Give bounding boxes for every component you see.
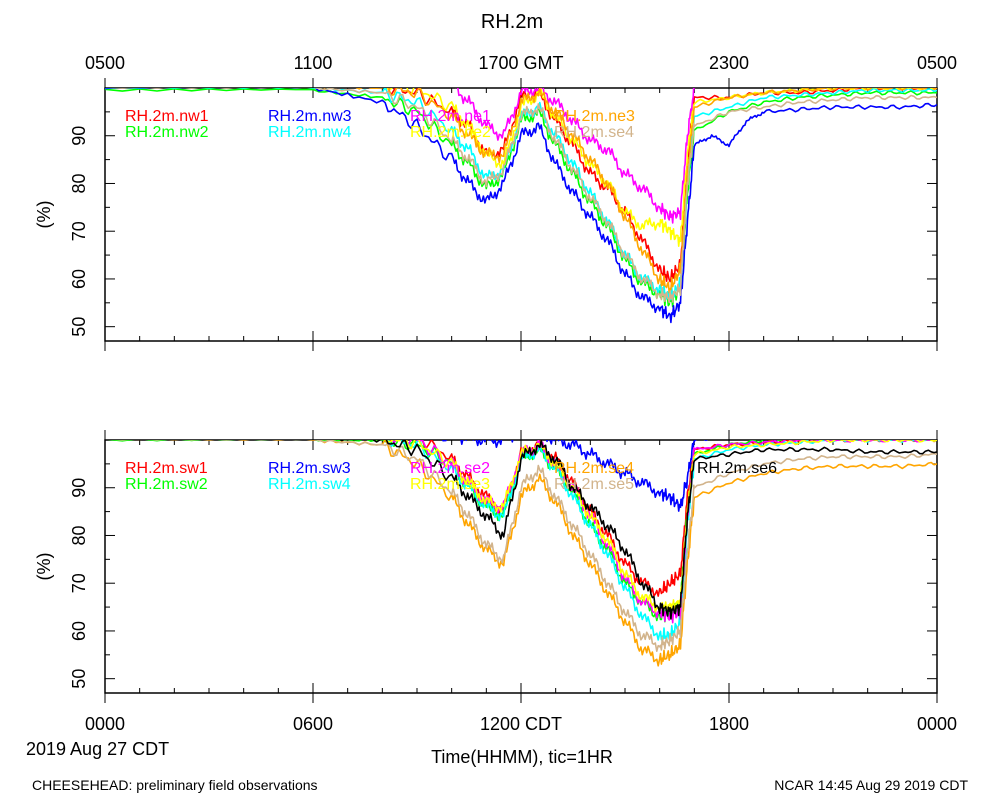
series-line-rh-2m-ne3 xyxy=(323,88,937,294)
legend-label: RH.2m.se4 xyxy=(554,124,634,141)
series-group xyxy=(107,440,937,667)
top-tick-label: 0500 xyxy=(917,53,957,73)
series-line-rh-2m-se4 xyxy=(130,440,937,667)
series-line-rh-2m-se3 xyxy=(376,440,937,616)
series-line-rh-2m-se4 xyxy=(114,88,937,304)
legend-label: RH.2m.ne2 xyxy=(410,124,491,141)
series-line-rh-2m-ne1 xyxy=(455,88,696,224)
y-tick-label: 70 xyxy=(69,573,89,593)
legend-label: RH.2m.se4 xyxy=(554,460,634,477)
y-tick-label: 70 xyxy=(69,221,89,241)
y-tick-label: 60 xyxy=(69,269,89,289)
legend-label: RH.2m.se5 xyxy=(554,476,634,493)
top-axis-ticks: 0500 1100 1700 GMT 2300 0500 xyxy=(85,53,957,73)
y-tick-label: 50 xyxy=(69,669,89,689)
legend-label: RH.2m.nw2 xyxy=(125,124,209,141)
series-line-rh-2m-nw3 xyxy=(105,88,937,324)
legend-label: RH.2m.sw4 xyxy=(268,476,351,493)
bottom-tick-label: 0000 xyxy=(85,714,125,734)
plot-frame xyxy=(104,439,938,694)
top-tick-label: 1700 GMT xyxy=(478,53,563,73)
top-tick-label: 1100 xyxy=(294,53,333,73)
footer-right: NCAR 14:45 Aug 29 2019 CDT xyxy=(774,777,968,793)
y-tick-label: 60 xyxy=(69,621,89,641)
plot-frame xyxy=(104,87,938,342)
bottom-axis-ticks: 0000 0600 1200 CDT 1800 0000 xyxy=(85,714,957,734)
series-line-rh-2m-ne2 xyxy=(376,88,937,247)
x-axis-label: Time(HHMM), tic=1HR xyxy=(431,747,613,767)
top-tick-label: 0500 xyxy=(85,53,125,73)
legend-label: RH.2m.nw4 xyxy=(268,124,352,141)
series-group xyxy=(105,88,937,324)
bottom-tick-label: 1200 CDT xyxy=(480,714,562,734)
y-tick-label: 80 xyxy=(69,173,89,193)
bottom-tick-label: 0600 xyxy=(293,714,333,734)
y-tick-label: 50 xyxy=(69,317,89,337)
series-line-rh-2m-se6 xyxy=(339,440,937,620)
series-line-rh-2m-sw2 xyxy=(107,440,795,623)
y-tick-label: 80 xyxy=(69,525,89,545)
legend-label: RH.2m.nw1 xyxy=(125,108,209,125)
bottom-tick-label: 0000 xyxy=(917,714,957,734)
y-tick-label: 90 xyxy=(69,478,89,498)
y-axis-label: (%) xyxy=(34,201,54,229)
date-label: 2019 Aug 27 CDT xyxy=(26,739,169,759)
top-tick-label: 2300 xyxy=(709,53,749,73)
y-axis-label: (%) xyxy=(34,553,54,581)
legend-label: RH.2m.nw3 xyxy=(268,108,352,125)
legend-label: RH.2m.se6 xyxy=(697,460,777,477)
bottom-tick-label: 1800 xyxy=(709,714,749,734)
legend-label: RH.2m.se2 xyxy=(410,460,490,477)
series-line-rh-2m-nw2 xyxy=(105,88,937,308)
legend-label: RH.2m.ne3 xyxy=(554,108,635,125)
legend-label: RH.2m.sw2 xyxy=(125,476,208,493)
chart-title: RH.2m xyxy=(481,11,543,33)
legend-label: RH.2m.sw1 xyxy=(125,460,208,477)
y-tick-label: 90 xyxy=(69,126,89,146)
legend-label: RH.2m.ne1 xyxy=(410,108,491,125)
series-line-rh-2m-nw4 xyxy=(105,88,937,302)
series-line-rh-2m-se5 xyxy=(114,440,937,653)
footer-left: CHEESEHEAD: preliminary field observatio… xyxy=(32,777,318,793)
legend-label: RH.2m.se3 xyxy=(410,476,490,493)
legend-label: RH.2m.sw3 xyxy=(268,460,351,477)
series-line-rh-2m-sw3 xyxy=(441,440,709,512)
